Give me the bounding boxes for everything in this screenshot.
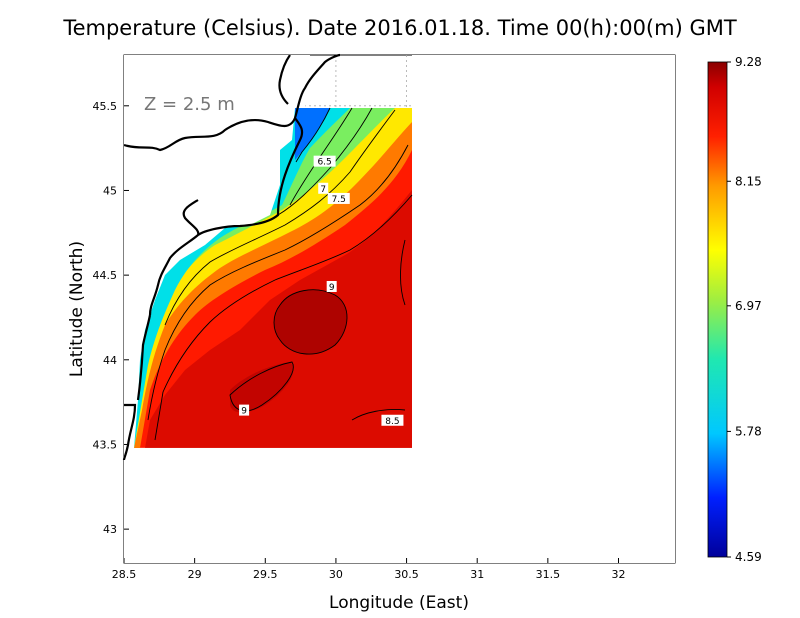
colorbar bbox=[707, 61, 728, 558]
contour-line bbox=[154, 194, 413, 441]
y-tick-label: 45 bbox=[103, 184, 117, 197]
y-tick-label: 45.5 bbox=[93, 100, 118, 113]
contour-line bbox=[277, 107, 373, 216]
x-tick-label: 29 bbox=[188, 568, 202, 581]
contour-label-background bbox=[313, 155, 336, 167]
y-tick-label: 43.5 bbox=[93, 438, 118, 451]
contour-label-background bbox=[239, 404, 250, 416]
colorbar-tick-label: 5.78 bbox=[735, 424, 762, 438]
contour-label-background bbox=[318, 182, 329, 194]
contour-line bbox=[273, 289, 348, 355]
temperature-field bbox=[124, 55, 675, 563]
band-dark-red-southwest bbox=[230, 362, 294, 413]
x-tick-label: 28.5 bbox=[112, 568, 137, 581]
colorbar-tick-label: 8.15 bbox=[735, 174, 762, 188]
contour-line bbox=[295, 107, 331, 163]
contour-label-background bbox=[326, 280, 337, 292]
contour-label-background bbox=[327, 192, 350, 204]
depth-label: Z = 2.5 m bbox=[144, 94, 235, 115]
contour-line bbox=[164, 109, 396, 326]
colorbar-tick-label: 4.59 bbox=[735, 550, 762, 564]
contour-label-background bbox=[381, 414, 404, 426]
contour-label: 7 bbox=[320, 185, 326, 195]
contour-label: 9 bbox=[241, 407, 247, 417]
band-dark-red-top bbox=[145, 108, 412, 448]
band-blue bbox=[140, 108, 330, 345]
x-tick-label: 32 bbox=[611, 568, 625, 581]
region-outside-model bbox=[124, 55, 675, 563]
y-tick-label: 44.5 bbox=[93, 269, 118, 282]
band-dark-red-core bbox=[274, 289, 348, 355]
contour-labels: 6.5 7 7.5 9 9 8.5 bbox=[239, 155, 404, 427]
contour-label: 8.5 bbox=[385, 417, 399, 427]
y-tick-label: 44 bbox=[103, 354, 117, 367]
land-mask bbox=[124, 55, 310, 448]
x-axis: 28.5 29 29.5 30 30.5 31 31.5 32 bbox=[112, 558, 625, 581]
contour-line bbox=[351, 409, 406, 421]
contour-line bbox=[400, 239, 406, 306]
contour-line bbox=[147, 144, 409, 421]
colorbar-tick-label: 6.97 bbox=[735, 299, 762, 313]
colorbar-ticks: 9.28 8.15 6.97 5.78 4.59 bbox=[727, 55, 762, 564]
x-tick-label: 30 bbox=[329, 568, 343, 581]
colorbar-tick-label: 9.28 bbox=[735, 55, 762, 69]
x-tick-label: 29.5 bbox=[253, 568, 278, 581]
contour-label: 6.5 bbox=[317, 158, 331, 168]
y-axis-label: Latitude (North) bbox=[67, 241, 87, 377]
y-axis: 43 43.5 44 44.5 45 45.5 bbox=[93, 100, 129, 536]
contour-label: 9 bbox=[329, 283, 335, 293]
x-tick-label: 31 bbox=[470, 568, 484, 581]
x-tick-label: 31.5 bbox=[536, 568, 561, 581]
x-axis-label: Longitude (East) bbox=[329, 593, 469, 613]
contour-label: 7.5 bbox=[332, 195, 346, 205]
x-tick-label: 30.5 bbox=[394, 568, 419, 581]
coastline bbox=[122, 53, 341, 461]
chart-title: Temperature (Celsius). Date 2016.01.18. … bbox=[63, 16, 737, 40]
y-tick-label: 43 bbox=[103, 523, 117, 536]
